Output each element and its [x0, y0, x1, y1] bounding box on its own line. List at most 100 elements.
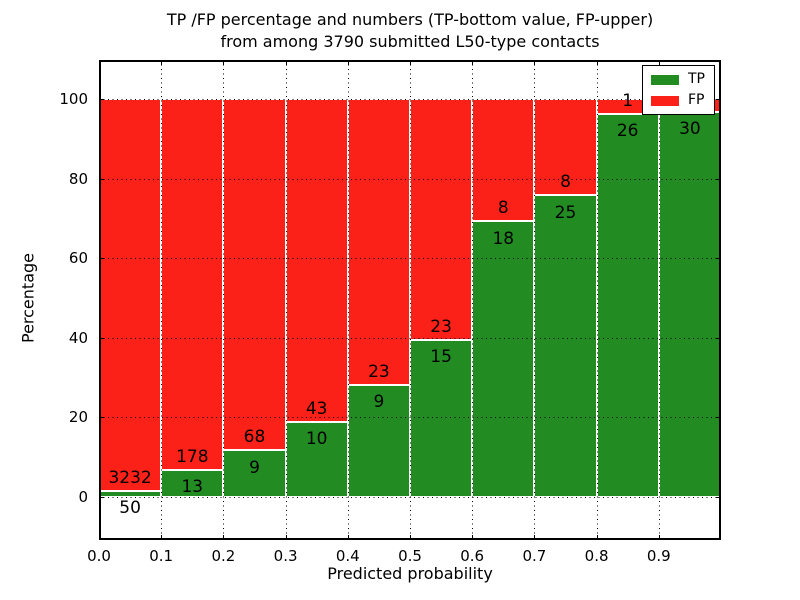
tick-mark: [716, 497, 721, 498]
tick-mark: [223, 60, 225, 65]
fp-count-label: 8: [497, 198, 509, 219]
tp-count-label: 15: [430, 347, 452, 368]
tp-legend-label: TP: [688, 71, 705, 87]
tick-mark: [596, 60, 598, 65]
tp-count-label: 50: [119, 498, 141, 519]
legend: TP FP: [642, 65, 715, 115]
x-tick-label: 0.8: [584, 547, 609, 565]
fp-bar-segment: [285, 99, 348, 422]
fp-bar-segment: [347, 99, 410, 386]
tick-mark: [161, 535, 163, 540]
legend-item-tp: TP: [651, 72, 705, 87]
y-tick-label: 0: [78, 488, 88, 506]
tick-mark: [534, 60, 536, 65]
fp-count-label: 23: [430, 316, 452, 337]
tp-legend-swatch: [651, 74, 679, 85]
tick-mark: [596, 535, 598, 540]
tick-mark: [223, 535, 225, 540]
fp-count-label: 8: [560, 172, 571, 193]
tp-bar-segment: [658, 111, 721, 497]
x-tick-label: 0.3: [273, 547, 298, 565]
tp-count-label: 9: [373, 392, 385, 413]
tp-bar-segment: [223, 450, 286, 497]
tick-mark: [716, 337, 721, 339]
tp-count-label: 18: [492, 228, 515, 249]
tick-mark: [716, 99, 721, 100]
fp-bar-segment: [410, 99, 473, 340]
gridline-vertical: [223, 60, 225, 540]
fp-bar-segment: [161, 99, 224, 470]
tick-mark: [99, 497, 104, 498]
x-tick-label: 0.5: [398, 547, 422, 565]
gridline-vertical: [472, 60, 474, 540]
tp-bar-segment: [161, 469, 224, 497]
tick-mark: [347, 60, 349, 65]
gridline-horizontal: [99, 417, 721, 419]
gridline-horizontal: [99, 258, 721, 260]
tick-mark: [716, 258, 721, 260]
x-tick-label: 0.6: [460, 547, 485, 565]
tp-count-label: 9: [249, 457, 260, 478]
y-tick-label: 100: [59, 90, 88, 108]
x-tick-label: 0.4: [335, 547, 360, 565]
gridline-vertical: [534, 60, 536, 540]
chart-title-line1: TP /FP percentage and numbers (TP-bottom…: [166, 10, 654, 29]
x-tick-label: 0.7: [522, 547, 547, 565]
tp-count-label: 13: [181, 477, 204, 497]
tp-bar-segment: [534, 195, 597, 497]
gridline-vertical: [658, 60, 660, 540]
chart-title-line2: from among 3790 submitted L50-type conta…: [220, 32, 600, 51]
tp-bar-segment: [596, 113, 659, 497]
tick-mark: [410, 535, 411, 540]
y-tick-label: 20: [68, 408, 88, 427]
gridline-vertical: [410, 60, 411, 540]
plot-area: TP FP 3232 50 178 13 68 9 43 10 23 9 23 15 8 18 8 25 1 26…: [99, 60, 721, 540]
tick-mark: [472, 60, 474, 65]
tp-count-label: 26: [616, 120, 639, 141]
tick-mark: [410, 60, 411, 65]
tick-mark: [99, 337, 104, 339]
fp-count-label: 68: [243, 427, 266, 448]
fp-count-label: 23: [368, 361, 390, 382]
tick-mark: [99, 258, 104, 260]
legend-item-fp: FP: [651, 93, 705, 108]
tick-mark: [285, 535, 287, 540]
tp-bar-segment: [285, 421, 348, 497]
tick-mark: [472, 535, 474, 540]
tick-mark: [347, 535, 349, 540]
gridline-horizontal: [99, 337, 721, 339]
chart-title: TP /FP percentage and numbers (TP-bottom…: [20, 9, 800, 53]
gridline-vertical: [347, 60, 349, 540]
x-tick-label: 0.0: [87, 547, 111, 565]
tick-mark: [161, 60, 163, 65]
fp-count-label: 1: [622, 90, 634, 111]
tick-mark: [716, 178, 721, 180]
fp-count-label: 178: [176, 446, 209, 467]
x-axis-label: Predicted probability: [327, 564, 493, 583]
tick-mark: [716, 417, 721, 419]
fp-bar-segment: [223, 99, 286, 451]
fp-count-label: 43: [305, 398, 328, 419]
tick-mark: [285, 60, 287, 65]
tick-mark: [99, 178, 104, 180]
tick-mark: [99, 417, 104, 419]
gridline-vertical: [161, 60, 163, 540]
tp-bar-segment: [472, 221, 535, 497]
y-tick-label: 40: [68, 328, 88, 347]
tp-count-label: 25: [554, 202, 577, 223]
y-tick-label: 80: [68, 169, 88, 188]
tp-count-label: 30: [679, 118, 701, 139]
x-tick-label: 0.2: [211, 547, 236, 565]
tick-mark: [658, 60, 660, 65]
fp-legend-label: FP: [688, 92, 705, 108]
gridline-horizontal: [99, 497, 721, 498]
gridline-horizontal: [99, 178, 721, 180]
gridline-vertical: [596, 60, 598, 540]
x-tick-label: 0.9: [646, 547, 671, 565]
tp-count-label: 10: [305, 429, 328, 449]
tick-mark: [658, 535, 660, 540]
tick-mark: [99, 99, 104, 100]
fp-bar-segment: [99, 99, 162, 491]
fp-count-label: 3232: [108, 467, 152, 488]
